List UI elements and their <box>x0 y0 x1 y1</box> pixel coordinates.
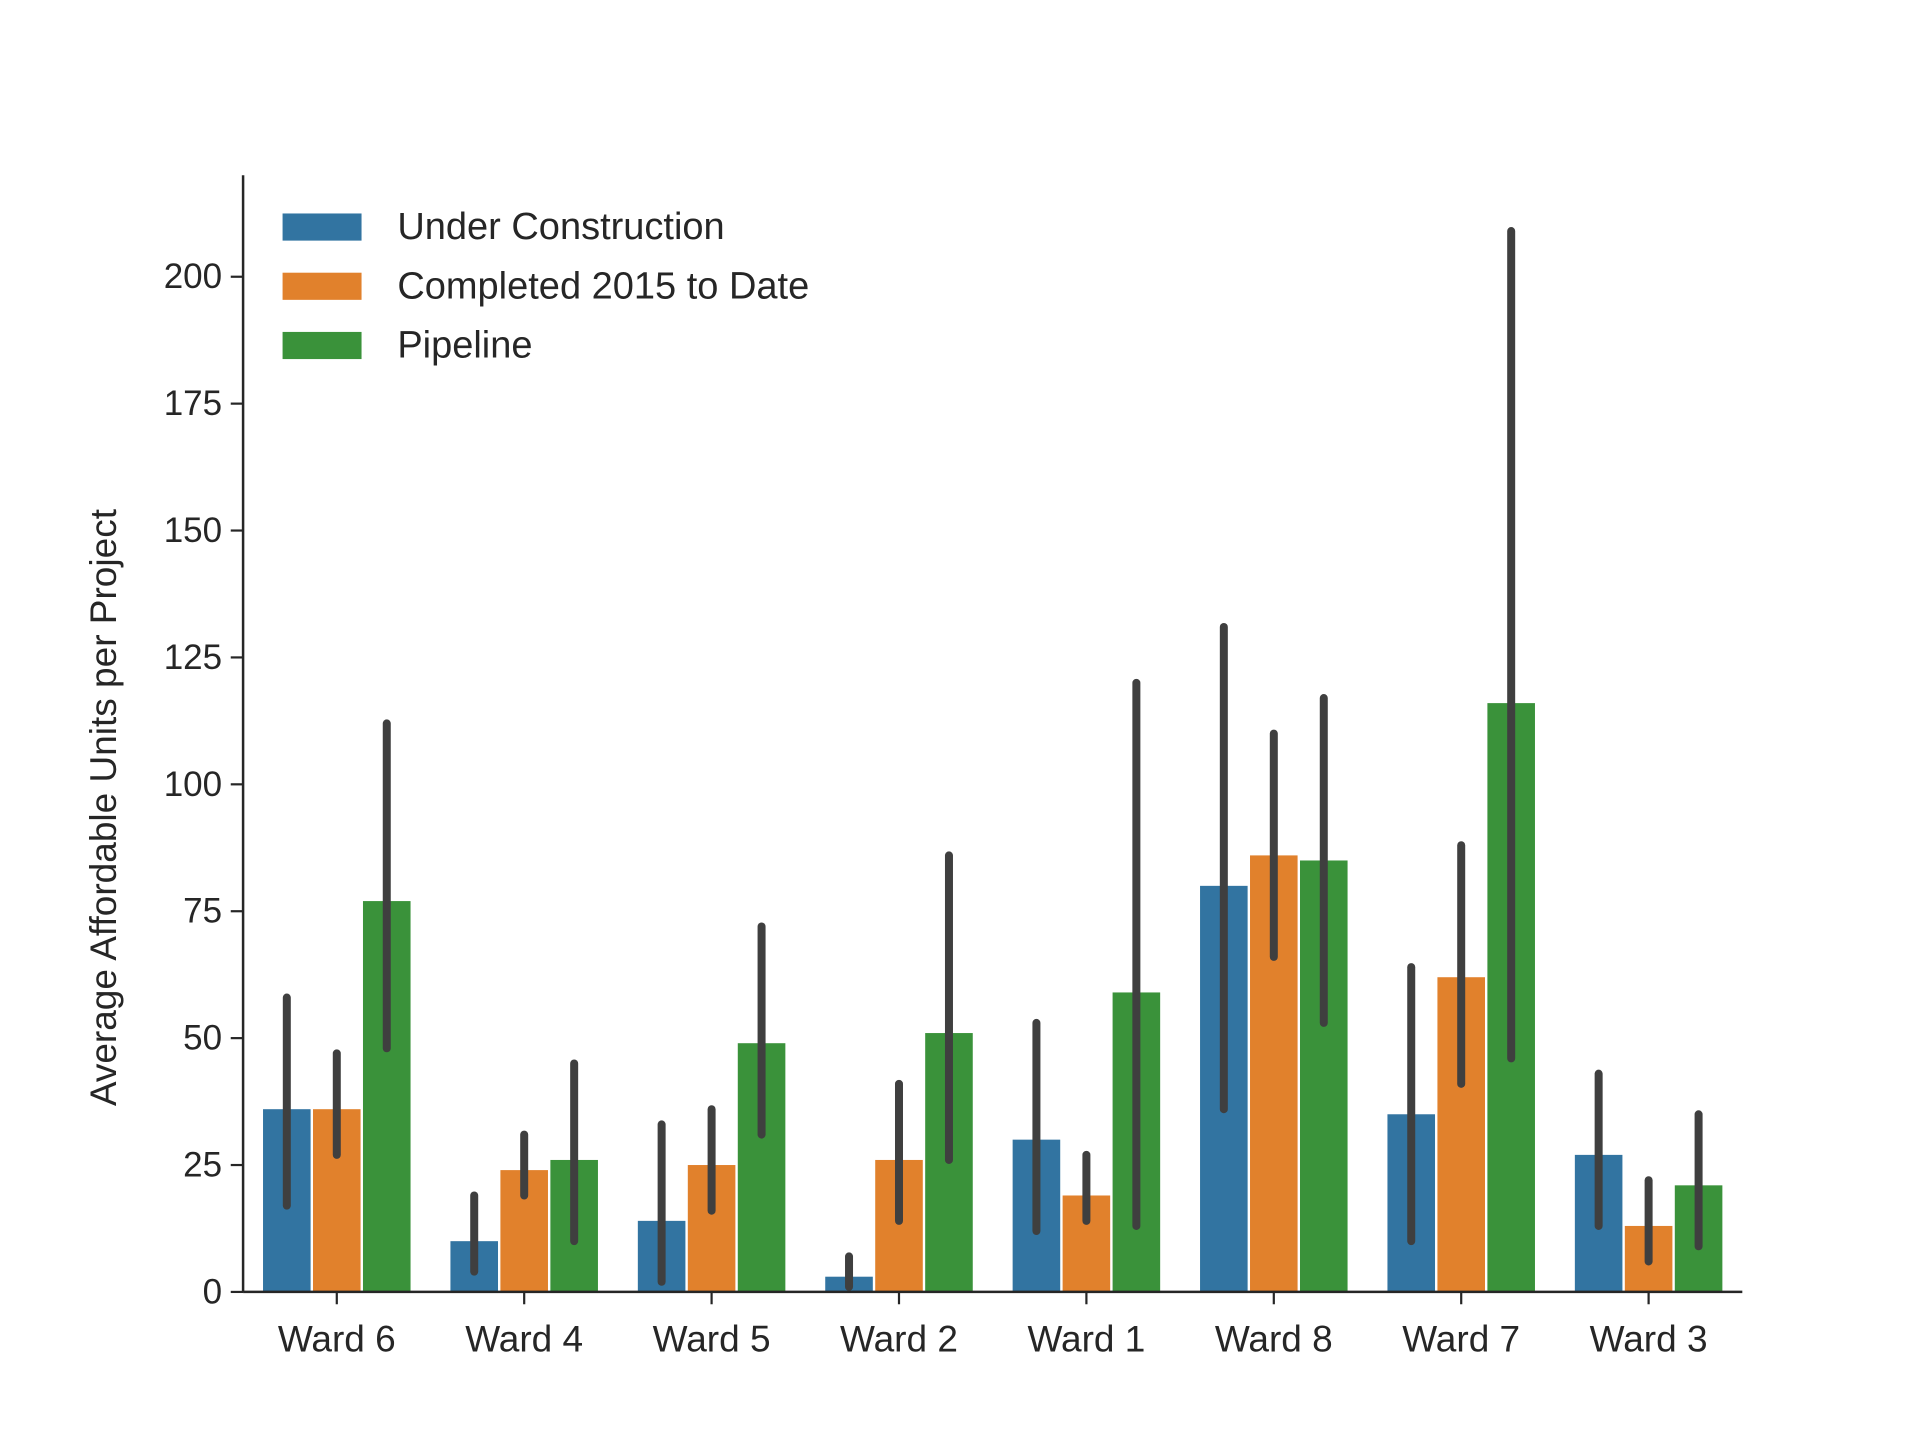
x-ticks: Ward 6 Ward 4 Ward 5 Ward 2 Ward 1 Ward 8 Ward… <box>278 1291 1708 1359</box>
x-tick-label: Ward 8 <box>1215 1318 1333 1359</box>
x-tick-label: Ward 4 <box>465 1318 583 1359</box>
legend-swatch <box>282 213 362 241</box>
legend-swatch <box>282 331 362 360</box>
legend-swatch <box>282 272 362 300</box>
y-axis-label: Average Affordable Units per Project <box>83 508 124 1106</box>
x-tick-label: Ward 1 <box>1027 1318 1145 1359</box>
y-tick-label: 175 <box>164 384 222 423</box>
legend-label: Under Construction <box>397 206 724 248</box>
x-tick-label: Ward 3 <box>1590 1318 1708 1359</box>
y-ticks: 0 25 50 75 100 125 150 175 200 <box>164 257 244 1311</box>
error-bars-layer <box>282 227 1703 1291</box>
y-tick-label: 0 <box>203 1272 222 1311</box>
legend: Under Construction Completed 2015 to Date… <box>282 206 809 367</box>
y-tick-label: 125 <box>164 638 222 677</box>
y-tick-label: 50 <box>183 1019 222 1058</box>
x-tick-label: Ward 2 <box>840 1318 958 1359</box>
y-tick-label: 200 <box>164 257 222 296</box>
x-tick-label: Ward 5 <box>653 1318 771 1359</box>
x-tick-label: Ward 6 <box>278 1318 396 1359</box>
bars-layer <box>263 703 1723 1292</box>
x-tick-label: Ward 7 <box>1402 1318 1520 1359</box>
y-tick-label: 150 <box>164 511 222 550</box>
legend-label: Completed 2015 to Date <box>397 265 809 307</box>
y-tick-label: 75 <box>183 892 222 931</box>
axes-layer <box>241 175 1743 1294</box>
y-tick-label: 100 <box>164 765 222 804</box>
legend-label: Pipeline <box>397 325 532 367</box>
y-tick-label: 25 <box>183 1146 222 1185</box>
